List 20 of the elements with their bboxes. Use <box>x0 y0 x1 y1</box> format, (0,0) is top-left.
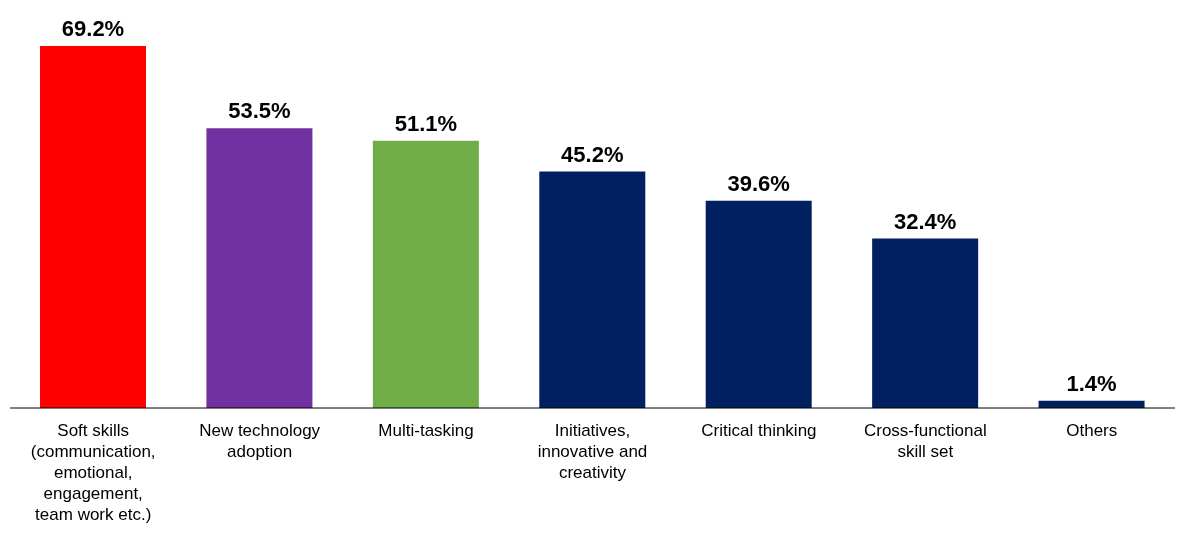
data-label: 51.1% <box>394 110 458 136</box>
bar <box>539 171 646 408</box>
x-tick-label: Initiatives, innovative and creativity <box>537 421 648 482</box>
x-tick-label: Others <box>1066 421 1118 440</box>
x-tick-label: Critical thinking <box>701 421 817 440</box>
data-label: 39.6% <box>727 170 790 196</box>
bar <box>40 46 146 408</box>
data-label: 45.2% <box>561 141 624 167</box>
bar <box>872 238 979 408</box>
data-label: 1.4% <box>1066 370 1117 396</box>
bar <box>206 128 313 408</box>
x-tick-label: New technology adoption <box>199 421 321 461</box>
data-label: 53.5% <box>228 98 291 124</box>
data-label: 32.4% <box>893 208 957 234</box>
bar <box>372 140 479 408</box>
bar <box>705 200 812 408</box>
data-label: 69.2% <box>61 16 125 41</box>
x-tick-label: Cross-functional skill set <box>863 421 987 461</box>
x-tick-label: Multi-tasking <box>378 421 474 440</box>
x-tick-label: Soft skills (communication, emotional, engagement, team work etc.) <box>30 421 156 524</box>
